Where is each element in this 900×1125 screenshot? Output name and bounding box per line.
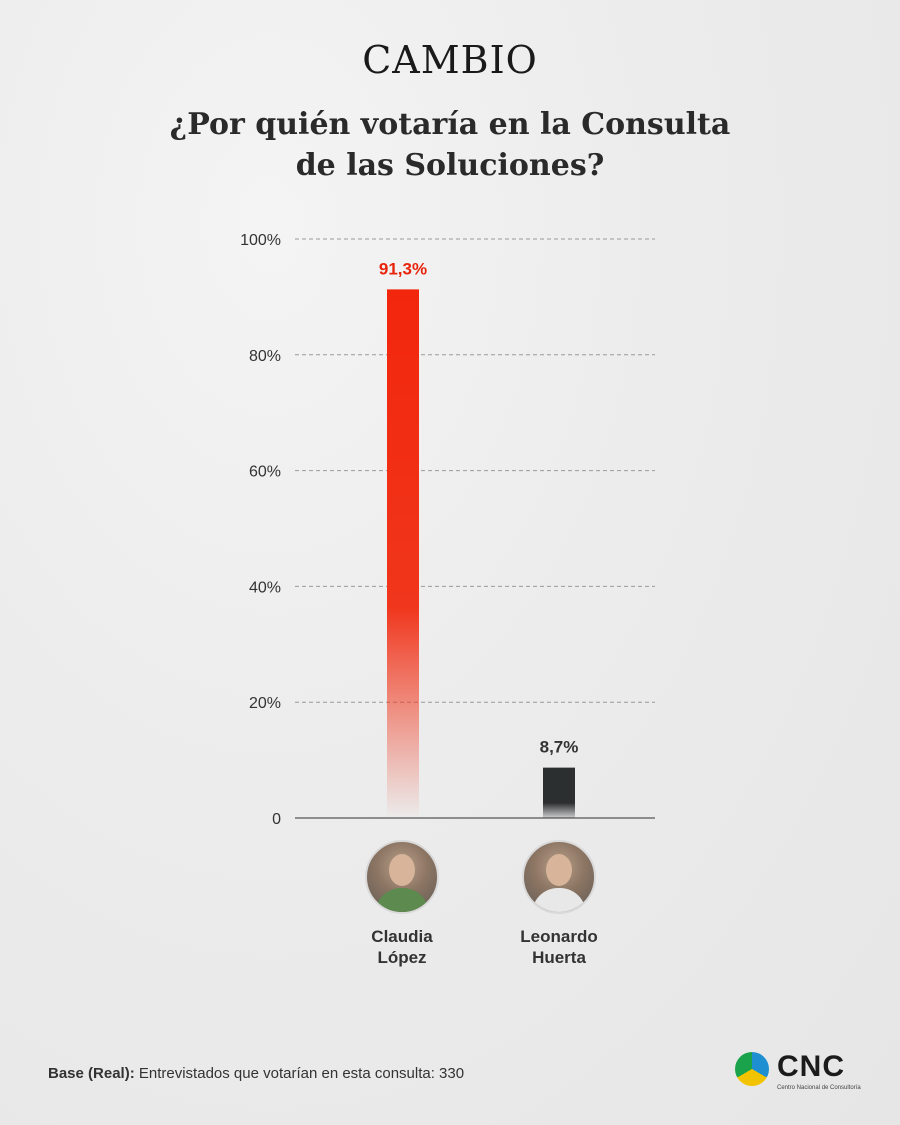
bar-leonardo-huerta — [543, 767, 575, 818]
y-tick-label: 60% — [249, 464, 281, 481]
bar-claudia-lopez — [387, 289, 419, 818]
y-tick-label: 80% — [249, 348, 281, 365]
candidate-leonardo-huerta: Leonardo Huerta — [489, 840, 629, 968]
portrait-leonardo-huerta — [522, 840, 596, 914]
candidate-claudia-lopez: Claudia López — [332, 840, 472, 968]
y-tick-label: 100% — [240, 232, 281, 249]
candidate-name: Claudia López — [371, 927, 433, 967]
footnote-label: Base (Real): — [48, 1065, 135, 1082]
cnc-wordmark: CNC — [777, 1050, 845, 1083]
y-tick-label: 20% — [249, 695, 281, 712]
y-tick-label: 40% — [249, 579, 281, 596]
bar-value-label: 8,7% — [540, 738, 579, 757]
cnc-logo: CNC Centro Nacional de Consultoría — [735, 1050, 865, 1096]
portrait-claudia-lopez — [365, 840, 439, 914]
footnote: Base (Real): Entrevistados que votarían … — [48, 1065, 464, 1082]
y-tick-label: 0 — [272, 811, 281, 828]
candidate-name: Leonardo Huerta — [520, 927, 598, 967]
bar-value-label: 91,3% — [379, 259, 427, 278]
chart-title: ¿Por quién votaría en la Consulta de las… — [169, 107, 731, 183]
cnc-logo-icon — [735, 1052, 769, 1086]
brand-logo: CAMBIO — [362, 38, 538, 82]
cnc-subtitle: Centro Nacional de Consultoría — [777, 1085, 861, 1091]
footnote-text: Entrevistados que votarían en esta consu… — [134, 1065, 465, 1082]
